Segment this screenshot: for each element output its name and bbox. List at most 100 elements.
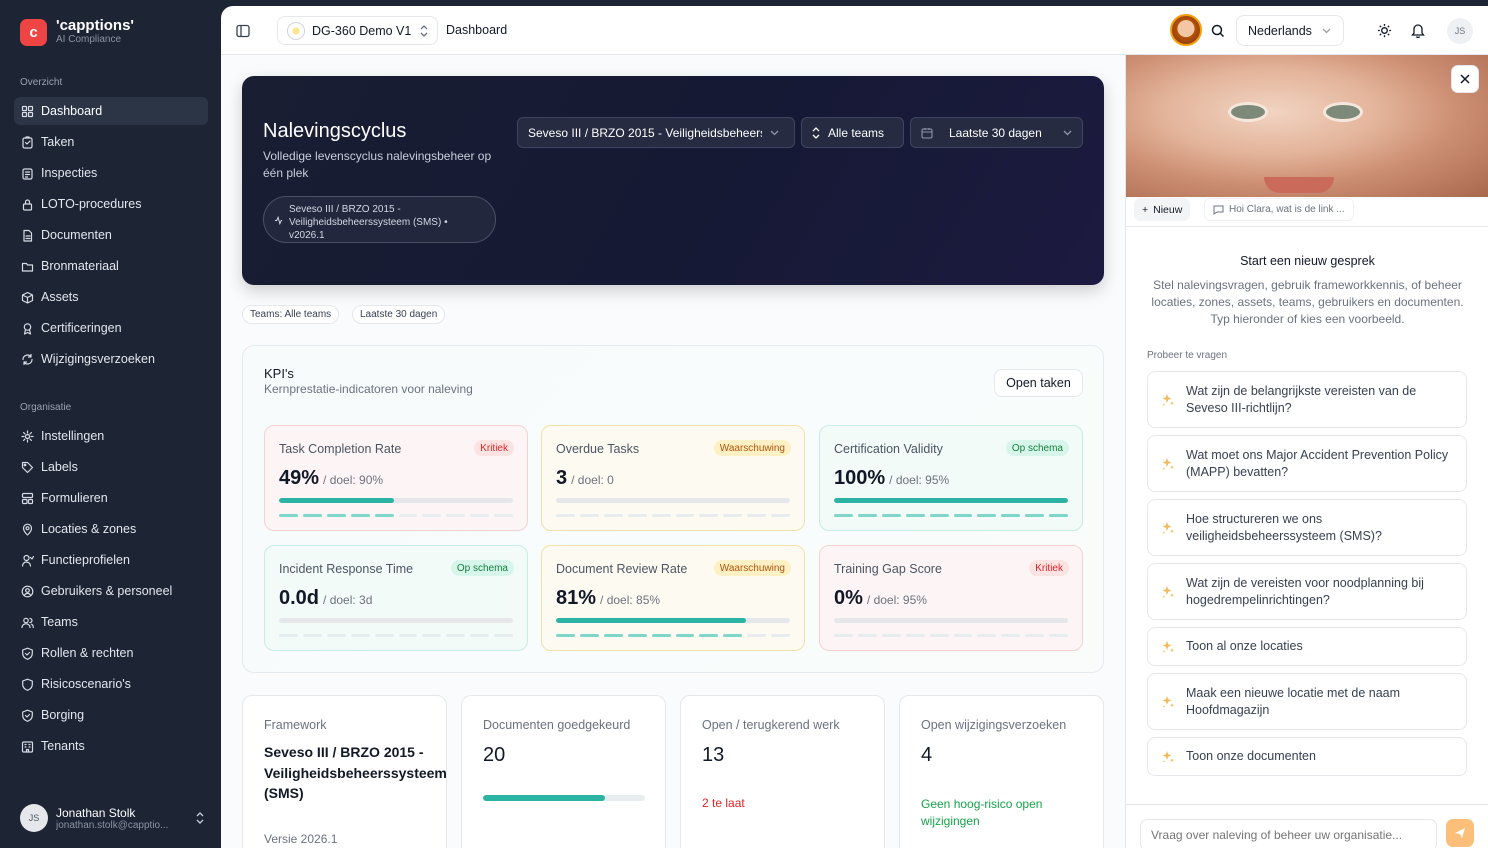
- sidebar-item-wijzigingsverzoeken[interactable]: Wijzigingsverzoeken: [14, 345, 208, 373]
- sidebar-toggle-icon[interactable]: [236, 24, 250, 38]
- kpi-card-certification-validity[interactable]: Certification Validity Op schema 100% / doe…: [819, 425, 1083, 531]
- user-menu[interactable]: JS Jonathan Stolk jonathan.stolk@capptio…: [20, 804, 205, 832]
- kpi-status-badge: Kritiek: [474, 440, 514, 456]
- documents-approved-progress-fill: [483, 795, 605, 801]
- sidebar-item-certificeringen[interactable]: Certificeringen: [14, 314, 208, 342]
- filter-chip-teams[interactable]: Teams: Alle teams: [242, 305, 340, 324]
- sidebar-item-locaties-zones[interactable]: Locaties & zones: [14, 515, 208, 543]
- kpi-name: Task Completion Rate: [279, 442, 402, 456]
- kpi-progress-bar: [834, 618, 1068, 623]
- suggested-question[interactable]: Wat zijn de vereisten voor noodplanning …: [1147, 563, 1467, 620]
- sidebar-item-dashboard[interactable]: Dashboard: [14, 97, 208, 125]
- sparkle-icon: [1162, 521, 1174, 534]
- dash-segment: [651, 634, 671, 637]
- documents-approved-card: Documenten goedgekeurd 20: [461, 695, 666, 848]
- kpi-card-document-review-rate[interactable]: Document Review Rate Waarschuwing 81% / doe…: [541, 545, 805, 651]
- sparkle-icon: [1162, 457, 1174, 470]
- kpi-card-incident-response-time[interactable]: Incident Response Time Op schema 0.0d / doe…: [264, 545, 528, 651]
- sidebar-item-rollen-rechten[interactable]: Rollen & rechten: [14, 639, 208, 667]
- sidebar-item-formulieren[interactable]: Formulieren: [14, 484, 208, 512]
- teams-select[interactable]: Alle teams: [801, 117, 904, 148]
- dash-segment: [326, 514, 346, 517]
- sidebar-item-gebruikers-personeel[interactable]: Gebruikers & personeel: [14, 577, 208, 605]
- dash-segment: [422, 634, 442, 637]
- sidebar-item-assets[interactable]: Assets: [14, 283, 208, 311]
- sidebar-item-loto-procedures[interactable]: LOTO-procedures: [14, 190, 208, 218]
- kpi-card-task-completion-rate[interactable]: Task Completion Rate Kritiek 49% / doel: 90…: [264, 425, 528, 531]
- open-tasks-button[interactable]: Open taken: [994, 369, 1083, 397]
- framework-pill[interactable]: Seveso III / BRZO 2015 - Veiligheidsbehe…: [263, 196, 496, 243]
- suggested-question[interactable]: Maak een nieuwe locatie met de naam Hoof…: [1147, 673, 1467, 730]
- filter-chip-period[interactable]: Laatste 30 dagen: [352, 305, 446, 324]
- project-select[interactable]: DG-360 Demo V1: [277, 16, 438, 45]
- dash-segment: [747, 634, 767, 637]
- sparkle-icon: [1162, 695, 1174, 708]
- sidebar-item-inspecties[interactable]: Inspecties: [14, 159, 208, 187]
- kpi-status-badge: Kritiek: [1029, 560, 1069, 576]
- kpi-goal: / doel: 95%: [889, 473, 950, 487]
- sidebar-item-risicoscenario-s[interactable]: Risicoscenario's: [14, 670, 208, 698]
- history-chip[interactable]: Hoi Clara, wat is de link ...: [1204, 198, 1354, 221]
- sun-icon[interactable]: [1377, 23, 1392, 38]
- dash-segment: [302, 514, 322, 517]
- send-button[interactable]: [1446, 819, 1474, 847]
- sparkle-icon: [1162, 393, 1174, 406]
- sidebar-item-label: Locaties & zones: [41, 522, 137, 536]
- breadcrumb[interactable]: Dashboard: [446, 23, 508, 37]
- close-panel-button[interactable]: [1451, 65, 1479, 93]
- brand-subtitle: AI Compliance: [56, 34, 122, 45]
- section-organisatie: Organisatie: [20, 402, 72, 413]
- period-select[interactable]: Laatste 30 dagen: [910, 117, 1083, 148]
- open-changes-note: Geen hoog-risico open wijzigingen: [921, 797, 1043, 828]
- documents-approved-label: Documenten goedgekeurd: [483, 718, 631, 732]
- sidebar-item-borging[interactable]: Borging: [14, 701, 208, 729]
- sidebar-item-documenten[interactable]: Documenten: [14, 221, 208, 249]
- framework-select[interactable]: Seveso III / BRZO 2015 - Veiligheidsbehe…: [517, 117, 795, 148]
- sidebar-item-teams[interactable]: Teams: [14, 608, 208, 636]
- sidebar-item-bronmateriaal[interactable]: Bronmateriaal: [14, 252, 208, 280]
- dash-segment: [977, 634, 997, 637]
- kpi-value: 0.0d: [279, 587, 320, 609]
- page-title: Nalevingscyclus: [263, 120, 407, 142]
- suggested-question[interactable]: Wat zijn de belangrijkste vereisten van …: [1147, 371, 1467, 428]
- kpi-progress-bar: [279, 618, 513, 623]
- dash-segment: [699, 634, 719, 637]
- framework-card: Framework Seveso III / BRZO 2015 - Veili…: [242, 695, 447, 848]
- suggested-question[interactable]: Wat moet ons Major Accident Prevention P…: [1147, 435, 1467, 492]
- dash-segment: [350, 634, 370, 637]
- dash-segment: [747, 514, 767, 517]
- sidebar-item-taken[interactable]: Taken: [14, 128, 208, 156]
- open-changes-card: Open wijzigingsverzoeken 4 Geen hoog-ris…: [899, 695, 1104, 848]
- sidebar-item-functieprofielen[interactable]: Functieprofielen: [14, 546, 208, 574]
- dash-segment: [723, 634, 743, 637]
- topbar-user-avatar[interactable]: JS: [1447, 18, 1473, 44]
- suggested-question[interactable]: Toon al onze locaties: [1147, 627, 1467, 666]
- documents-approved-progress: [483, 795, 645, 801]
- dash-segment: [279, 514, 298, 517]
- hero-banner: Nalevingscyclus Volledige levenscyclus n…: [242, 76, 1104, 285]
- sidebar-item-labels[interactable]: Labels: [14, 453, 208, 481]
- dash-segment: [953, 634, 973, 637]
- sidebar-item-label: Dashboard: [41, 104, 103, 118]
- kpi-value: 3: [556, 467, 568, 489]
- brand[interactable]: c 'capptions' AI Compliance: [20, 18, 134, 46]
- suggested-question[interactable]: Toon onze documenten: [1147, 737, 1467, 776]
- kpi-card-training-gap-score[interactable]: Training Gap Score Kritiek 0% / doel: 95%: [819, 545, 1083, 651]
- suggested-question[interactable]: Hoe structureren we ons veiligheidsbehee…: [1147, 499, 1467, 556]
- award-icon: [21, 322, 34, 335]
- assistant-avatar[interactable]: [1170, 14, 1202, 46]
- sidebar-item-instellingen[interactable]: Instellingen: [14, 422, 208, 450]
- open-work-value: 13: [702, 744, 725, 766]
- new-chat-button[interactable]: + Nieuw: [1134, 198, 1191, 221]
- kpi-card-overdue-tasks[interactable]: Overdue Tasks Waarschuwing 3/ doel: 0: [541, 425, 805, 531]
- sidebar-item-label: Tenants: [41, 739, 85, 753]
- dash-segment: [1025, 514, 1045, 517]
- sidebar-item-tenants[interactable]: Tenants: [14, 732, 208, 760]
- language-select[interactable]: Nederlands: [1236, 15, 1344, 46]
- sidebar-item-label: Rollen & rechten: [41, 646, 134, 660]
- grid-icon: [21, 105, 34, 118]
- search-icon[interactable]: [1211, 24, 1225, 38]
- plus-icon: +: [1142, 203, 1149, 216]
- chat-input[interactable]: [1140, 819, 1437, 848]
- bell-icon[interactable]: [1411, 23, 1425, 38]
